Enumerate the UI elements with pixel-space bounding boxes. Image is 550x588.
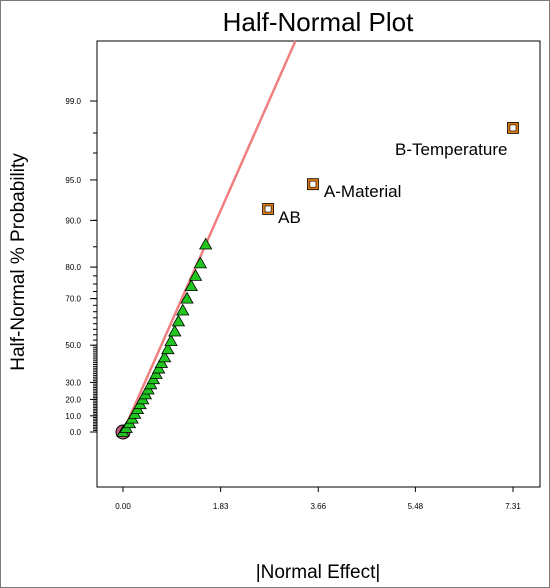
- error-point: [180, 291, 194, 304]
- y-tick-label: 20.0: [65, 395, 81, 404]
- y-tick-label: 95.0: [65, 176, 81, 185]
- y-axis-title: Half-Normal % Probability: [8, 153, 29, 371]
- y-tick-label: 50.0: [65, 341, 81, 350]
- error-point: [193, 256, 208, 269]
- y-minor-ticks: [93, 132, 97, 431]
- error-point: [176, 303, 190, 316]
- error-point: [154, 356, 169, 368]
- x-tick-label: 7.31: [505, 502, 521, 511]
- y-tick-label: 0.0: [70, 428, 82, 437]
- y-tick-label: 90.0: [65, 216, 81, 225]
- chart-title: Half-Normal Plot: [223, 7, 414, 37]
- plot-area: [96, 40, 541, 488]
- error-point: [164, 334, 178, 347]
- effect-label: B-Temperature: [395, 140, 507, 159]
- effect-label: A-Material: [324, 182, 401, 201]
- y-tick-label: 10.0: [65, 412, 81, 421]
- error-point: [161, 342, 175, 355]
- x-tick-label: 1.83: [213, 502, 229, 511]
- y-tick-label: 30.0: [65, 378, 81, 387]
- effect-point-inner: [309, 180, 317, 188]
- error-point: [171, 314, 186, 327]
- x-axis-title: |Normal Effect|: [256, 562, 381, 583]
- x-tick-label: 5.48: [408, 502, 424, 511]
- y-tick-label: 70.0: [65, 295, 81, 304]
- error-point: [199, 237, 213, 250]
- x-tick-label: 3.66: [310, 502, 326, 511]
- error-point: [168, 324, 182, 337]
- y-tick-label: 80.0: [65, 263, 81, 272]
- effect-point-inner: [264, 205, 272, 213]
- error-point: [184, 279, 198, 292]
- effect-label: AB: [278, 208, 301, 227]
- effect-point-inner: [509, 124, 517, 132]
- reference-line: [121, 40, 297, 433]
- y-tick-label: 99.0: [65, 97, 81, 106]
- error-point: [188, 269, 203, 281]
- error-point: [157, 350, 172, 363]
- x-tick-label: 0.00: [115, 502, 131, 511]
